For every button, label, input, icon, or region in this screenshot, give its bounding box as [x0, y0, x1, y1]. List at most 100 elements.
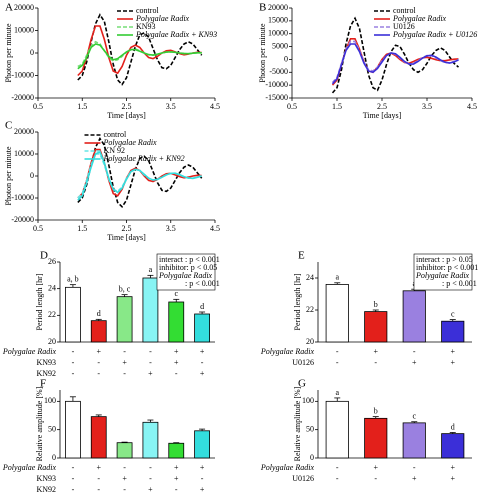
x-tick-label: 2.5 [122, 102, 132, 111]
y-tick-label: 0 [310, 453, 314, 462]
treatment-mark: - [149, 474, 152, 483]
treatment-mark: + [450, 474, 455, 483]
y-tick-label: 0 [30, 48, 34, 57]
y-tick-label: 10000 [14, 149, 34, 158]
y-tick-label: 15000 [268, 16, 288, 25]
treatment-mark: - [123, 463, 126, 472]
treatment-mark: - [336, 347, 339, 356]
treatment-mark: - [336, 463, 339, 472]
treatment-mark: - [97, 358, 100, 367]
treatment-mark: - [149, 347, 152, 356]
treatment-mark: - [97, 485, 100, 494]
x-tick-label: 4.5 [467, 102, 477, 111]
treatment-label: Polygalae Radix [260, 463, 315, 472]
legend-label: U0126 [393, 22, 415, 31]
bar-label: a, b [67, 274, 79, 283]
treatment-label: KN93 [36, 358, 56, 367]
treatment-mark: - [413, 347, 416, 356]
y-axis-label: Photon per minute [4, 146, 13, 206]
bar-label: d [200, 302, 204, 311]
treatment-mark: + [96, 463, 101, 472]
x-tick-label: 3.5 [422, 102, 432, 111]
x-tick-label: 2.5 [122, 224, 132, 233]
treatment-mark: + [200, 485, 205, 494]
treatment-mark: - [149, 358, 152, 367]
bar-label: c [451, 309, 455, 318]
bar-label: a [335, 388, 339, 397]
annotation-text: inhibitor: p < 0.05 [159, 263, 217, 272]
treatment-mark: + [174, 358, 179, 367]
treatment-mark: + [174, 463, 179, 472]
treatment-mark: + [148, 485, 153, 494]
bar [441, 433, 465, 459]
y-tick-label: -15000 [265, 93, 288, 102]
treatment-mark: + [200, 369, 205, 378]
legend-label: KN 92 [104, 146, 126, 155]
treatment-mark: - [201, 358, 204, 367]
treatment-mark: + [412, 474, 417, 483]
y-tick-label: -5000 [269, 67, 288, 76]
x-tick-label: 1.5 [332, 102, 342, 111]
x-tick-label: 2.5 [377, 102, 387, 111]
legend-label: Polygalae Radix + U0126 [392, 30, 477, 39]
y-tick-label: 20000 [14, 127, 34, 136]
bar [194, 430, 210, 459]
y-tick-label: 0 [52, 453, 56, 462]
y-tick-label: 22 [306, 305, 314, 314]
legend-label: Polygalae Radix + KN93 [135, 30, 217, 39]
legend-label: Polygalae Radix [103, 138, 158, 147]
annotation-box [413, 253, 473, 291]
x-axis-label: Time [days] [107, 111, 146, 120]
treatment-mark: - [72, 347, 75, 356]
bar [168, 301, 185, 343]
annotation-text: Polygalae Radix [415, 271, 470, 280]
bar [142, 421, 159, 459]
x-tick-label: 4.5 [210, 102, 220, 111]
treatment-mark: - [175, 369, 178, 378]
treatment-mark: - [175, 485, 178, 494]
treatment-mark: + [450, 358, 455, 367]
treatment-label: KN93 [36, 474, 56, 483]
x-tick-label: 3.5 [166, 224, 176, 233]
treatment-mark: + [450, 347, 455, 356]
y-tick-label: -10000 [11, 193, 34, 202]
y-tick-label: -10000 [11, 70, 34, 79]
y-axis-label: Relative amplitude [%] [293, 386, 302, 461]
bar-label: c [174, 289, 178, 298]
treatment-label: KN92 [36, 485, 56, 494]
y-axis-label: Period length [hr] [293, 273, 302, 330]
y-tick-label: -20000 [11, 93, 34, 102]
series-line [77, 137, 203, 209]
x-tick-label: 4.5 [210, 224, 220, 233]
bar [168, 442, 185, 459]
treatment-mark: - [72, 369, 75, 378]
bar [402, 290, 426, 343]
treatment-label: Polygalae Radix [260, 347, 315, 356]
y-tick-label: 26 [48, 257, 56, 266]
series-line [331, 16, 460, 94]
x-tick-label: 0.5 [287, 102, 297, 111]
treatment-mark: - [97, 474, 100, 483]
bar [90, 320, 107, 343]
x-tick-label: 3.5 [166, 102, 176, 111]
treatment-mark: - [123, 485, 126, 494]
annotation-text: interact : p < 0.001 [159, 255, 220, 264]
y-tick-label: 24 [48, 283, 56, 292]
y-tick-label: 0 [284, 54, 288, 63]
treatment-label: KN92 [36, 369, 56, 378]
treatment-mark: - [413, 463, 416, 472]
panel-letter: C [5, 120, 12, 132]
bar-label: a [335, 273, 339, 282]
series-line [331, 40, 459, 84]
treatment-mark: - [336, 358, 339, 367]
bar-label: b, c [119, 284, 131, 293]
treatment-mark: + [373, 463, 378, 472]
legend-label: KN93 [136, 22, 156, 31]
x-axis-label: Time [days] [107, 233, 146, 242]
series-line [77, 13, 203, 86]
treatment-mark: + [412, 358, 417, 367]
treatment-mark: - [72, 485, 75, 494]
legend-label: Polygalae Radix + KN92 [103, 154, 185, 163]
y-axis-label: Period length [hr] [35, 273, 44, 330]
